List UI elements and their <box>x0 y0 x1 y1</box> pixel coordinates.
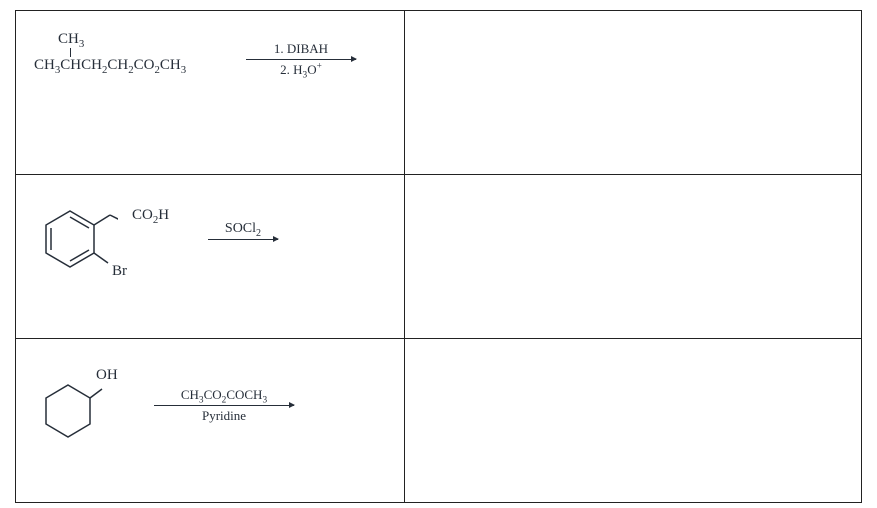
cell-2-right <box>405 175 862 339</box>
r1-formula: CH3CHCH2CH2CO2CH3 <box>34 57 186 74</box>
r3-oh: OH <box>96 367 118 384</box>
r3-reagent-top: CH3CO2COCH3 <box>154 387 294 405</box>
cell-1-right <box>405 11 862 175</box>
arrow-icon <box>154 405 294 406</box>
cell-3-right <box>405 339 862 503</box>
arrow-icon <box>208 239 278 240</box>
cell-3-left: OH CH3CO2COCH3 Pyridine <box>16 339 405 503</box>
r1-reagent-bot: 2. H3O+ <box>246 60 356 78</box>
r1-arrow: 1. DIBAH 2. H3O+ <box>246 41 356 78</box>
cyclohexane-icon <box>40 379 106 445</box>
page: CH3 CH3CHCH2CH2CO2CH3 1. DIBAH 2. H3O+ <box>0 0 877 508</box>
r2-arrow: SOCl2 <box>208 221 278 240</box>
r2-br: Br <box>112 263 127 280</box>
cell-2-left: CO2H Br SOCl2 <box>16 175 405 339</box>
r3-arrow: CH3CO2COCH3 Pyridine <box>154 387 294 424</box>
r1-bond <box>70 48 71 57</box>
arrow-icon <box>246 59 356 60</box>
cell-1-left: CH3 CH3CHCH2CH2CO2CH3 1. DIBAH 2. H3O+ <box>16 11 405 175</box>
r3-reagent-bot: Pyridine <box>154 406 294 424</box>
r1-branch: CH3 <box>58 31 84 48</box>
r2-co2h: CO2H <box>132 207 169 224</box>
r1-reagent-top: 1. DIBAH <box>246 41 356 59</box>
r2-reagent: SOCl2 <box>208 221 278 239</box>
worksheet-table: CH3 CH3CHCH2CH2CO2CH3 1. DIBAH 2. H3O+ <box>15 10 862 503</box>
benzene-ring-icon <box>40 205 118 283</box>
